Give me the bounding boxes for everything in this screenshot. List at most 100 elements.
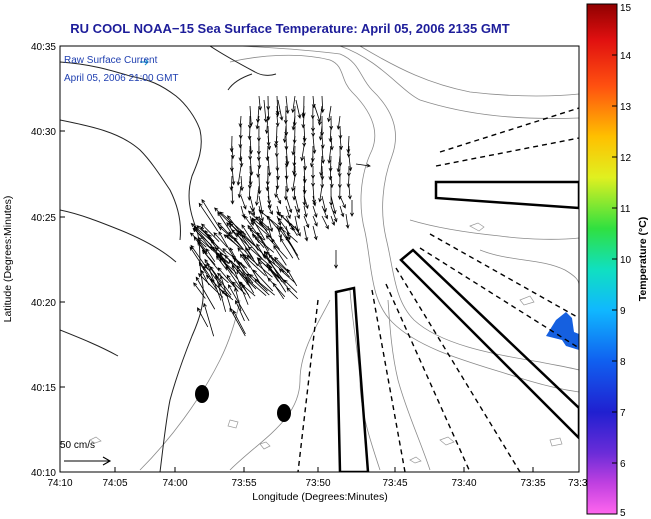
current-vector-arrow bbox=[214, 207, 239, 232]
colorbar-tick-label: 12 bbox=[620, 153, 632, 164]
current-vector-arrow bbox=[302, 125, 307, 143]
current-vector-arrow bbox=[320, 135, 325, 149]
colorbar-tick-label: 8 bbox=[620, 357, 626, 368]
legend-title: Raw Surface Current bbox=[64, 55, 158, 66]
current-vector-arrow bbox=[274, 135, 278, 149]
current-vector-arrow bbox=[283, 279, 298, 293]
current-vector-arrow bbox=[232, 310, 246, 335]
current-vector-arrow bbox=[231, 165, 236, 186]
current-vector-arrow bbox=[256, 165, 261, 179]
current-vector-arrow bbox=[345, 213, 350, 229]
current-vector-arrow bbox=[201, 198, 222, 231]
current-vector-arrow bbox=[303, 225, 309, 242]
current-vector-arrow bbox=[258, 261, 270, 281]
current-vector-arrow bbox=[302, 165, 307, 184]
plot-frame bbox=[59, 45, 580, 473]
current-vector-arrow bbox=[291, 175, 296, 192]
current-vector-arrow bbox=[330, 215, 336, 226]
current-vector-arrow bbox=[303, 195, 309, 210]
y-tick-label: 40:10 bbox=[31, 468, 56, 479]
current-vector-arrow bbox=[301, 105, 306, 119]
current-vector-arrow bbox=[192, 227, 213, 246]
current-vector-arrow bbox=[318, 125, 323, 141]
colorbar-tick-label: 11 bbox=[620, 204, 631, 215]
current-vector-arrow bbox=[329, 175, 334, 189]
current-vector-arrow bbox=[321, 215, 329, 230]
current-vector-arrow bbox=[311, 175, 315, 188]
current-vector-arrow bbox=[329, 185, 334, 207]
current-vector-arrow bbox=[347, 185, 352, 200]
current-vector-arrow bbox=[276, 195, 282, 205]
current-vector-arrow bbox=[263, 250, 283, 282]
current-vector-arrow bbox=[240, 205, 246, 219]
current-vector-arrow bbox=[197, 307, 209, 328]
x-tick-label: 74:05 bbox=[102, 478, 127, 489]
current-vector-arrow bbox=[355, 163, 371, 168]
current-vector-arrow bbox=[228, 284, 250, 321]
y-axis-label: Latitude (Degrees:Minutes) bbox=[2, 196, 14, 323]
current-vector-arrow bbox=[231, 229, 249, 247]
bathymetry-contours bbox=[139, 46, 579, 471]
current-vector-arrow bbox=[286, 287, 299, 300]
current-vector-arrow bbox=[318, 185, 323, 203]
current-vector-arrow bbox=[234, 299, 245, 322]
current-vector-arrow bbox=[258, 234, 276, 265]
current-vector-arrow bbox=[219, 274, 232, 311]
x-tick-label: 73:3 bbox=[568, 478, 588, 489]
current-vector-arrow bbox=[263, 99, 268, 123]
current-vector-arrow bbox=[285, 195, 293, 214]
current-vector-arrow bbox=[276, 211, 299, 231]
y-axis-ticks: 40:35 40:30 40:25 40:20 40:15 40:10 bbox=[31, 42, 65, 479]
current-vector-arrow bbox=[202, 265, 214, 283]
current-vector-arrow bbox=[278, 268, 296, 284]
current-vector-arrow bbox=[257, 155, 262, 170]
x-tick-label: 73:40 bbox=[451, 478, 476, 489]
current-vector-arrow bbox=[218, 226, 234, 239]
current-vector-arrow bbox=[239, 155, 244, 168]
current-vector-arrow bbox=[212, 246, 229, 269]
current-vector-arrow bbox=[339, 195, 346, 209]
colorbar-ticks: 15 14 13 12 11 10 9 8 7 6 5 bbox=[612, 3, 632, 519]
current-vector-arrow bbox=[244, 256, 261, 283]
y-tick-label: 40:15 bbox=[31, 383, 56, 394]
current-vector-arrow bbox=[267, 205, 273, 215]
current-vector-arrow bbox=[201, 223, 220, 243]
colorbar-tick-label: 14 bbox=[620, 51, 632, 62]
current-vector-arrow bbox=[238, 261, 251, 277]
current-vector-arrow bbox=[301, 115, 306, 129]
current-vector-arrow bbox=[246, 254, 273, 278]
current-vector-arrow bbox=[236, 165, 242, 186]
current-vector-arrow bbox=[274, 256, 288, 271]
current-vector-arrow bbox=[231, 264, 249, 305]
current-vector-arrow bbox=[286, 232, 298, 243]
colorbar-tick-label: 6 bbox=[620, 459, 626, 470]
current-vector-arrow bbox=[300, 145, 305, 162]
current-vector-arrow bbox=[313, 103, 321, 123]
y-tick-label: 40:30 bbox=[31, 127, 56, 138]
current-vector-arrow bbox=[197, 237, 216, 254]
current-vector-arrow bbox=[189, 232, 207, 248]
current-vector-arrow bbox=[258, 205, 264, 222]
current-vector-arrow bbox=[337, 175, 342, 189]
current-vector-arrow bbox=[213, 232, 228, 248]
current-vector-arrow bbox=[303, 205, 308, 218]
colorbar-tick-label: 9 bbox=[620, 306, 626, 317]
current-vector-arrow bbox=[255, 115, 260, 130]
current-vector-arrow bbox=[277, 99, 284, 121]
current-vector-arrow bbox=[238, 145, 243, 162]
current-vector-arrow bbox=[225, 234, 240, 248]
current-vector-arrow bbox=[200, 226, 219, 252]
current-vector-arrow bbox=[291, 115, 296, 131]
current-vector-arrow bbox=[285, 95, 290, 115]
current-vector-arrow bbox=[311, 125, 316, 138]
current-vector-arrow bbox=[258, 209, 286, 233]
current-vector-arrow bbox=[195, 276, 216, 310]
current-vector-arrow bbox=[229, 307, 246, 337]
station-marker bbox=[277, 404, 291, 422]
current-vector-arrow bbox=[346, 175, 351, 188]
current-vector-arrow bbox=[193, 282, 206, 299]
current-vector-arrow bbox=[267, 155, 272, 177]
current-vector-arrow bbox=[312, 195, 317, 207]
current-vector-arrow bbox=[241, 224, 259, 251]
